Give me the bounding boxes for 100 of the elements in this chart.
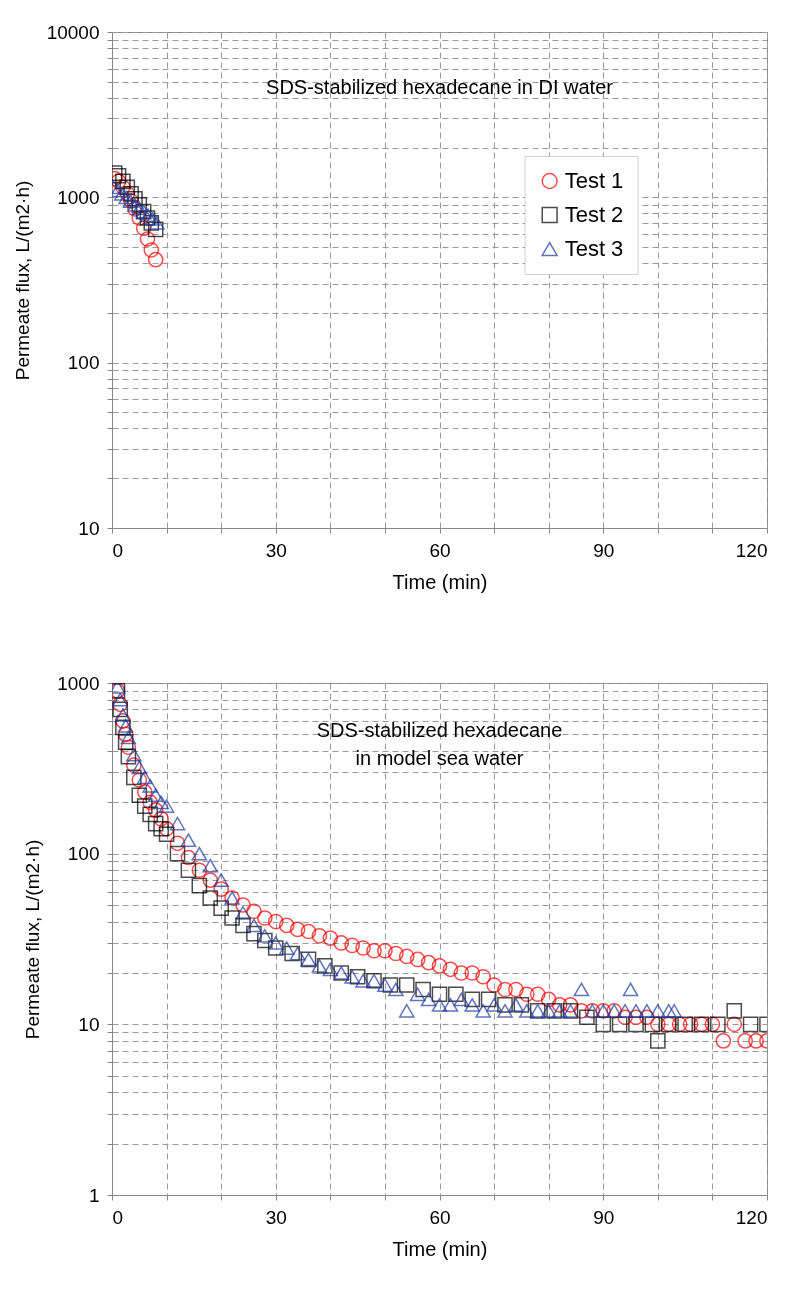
point — [144, 212, 161, 226]
point — [349, 968, 366, 985]
point — [475, 1003, 491, 1018]
point — [677, 1016, 693, 1033]
y-axis-title: Permeate flux, L/(m2·h) — [22, 839, 44, 1040]
point — [158, 826, 175, 843]
point — [666, 1003, 683, 1018]
point — [710, 1016, 726, 1033]
point — [639, 1003, 655, 1018]
point — [126, 769, 142, 786]
point — [622, 982, 639, 997]
point — [123, 186, 139, 202]
point — [497, 997, 513, 1013]
x-tick-label: 60 — [429, 1206, 451, 1228]
x-tick-label: 90 — [593, 539, 615, 561]
point — [118, 190, 135, 205]
point — [180, 862, 197, 879]
point — [377, 978, 393, 992]
point — [213, 873, 229, 887]
point — [143, 215, 160, 231]
point — [114, 186, 130, 201]
point — [126, 747, 142, 762]
point — [120, 748, 137, 765]
point — [497, 1003, 513, 1018]
y-tick-label: 100 — [67, 843, 100, 865]
y-tick-label: 100 — [67, 352, 100, 374]
point — [142, 778, 159, 793]
point — [143, 242, 160, 258]
point — [112, 167, 127, 184]
point — [120, 730, 137, 745]
point — [409, 987, 426, 1002]
point — [519, 1003, 535, 1018]
point — [486, 998, 502, 1012]
point — [464, 991, 481, 1008]
point — [169, 845, 186, 862]
point — [420, 992, 437, 1007]
point — [142, 806, 159, 823]
point — [284, 945, 300, 962]
point — [311, 959, 328, 973]
point — [153, 820, 169, 837]
x-tick-label: 30 — [265, 1206, 287, 1228]
point — [742, 1016, 759, 1033]
point — [415, 981, 431, 998]
point — [257, 928, 273, 943]
point — [267, 936, 284, 950]
point — [398, 977, 415, 993]
point — [257, 932, 273, 949]
point — [112, 701, 129, 718]
point — [726, 1003, 743, 1019]
legend-label: Test 1 — [564, 168, 624, 193]
point — [431, 998, 448, 1012]
point — [153, 795, 169, 810]
y-tick-label: 10 — [78, 517, 100, 539]
point — [246, 925, 262, 942]
y-tick-label: 10000 — [46, 21, 100, 43]
point — [235, 905, 251, 920]
point — [115, 708, 131, 722]
y-tick-label: 1000 — [57, 672, 100, 694]
point — [650, 1033, 666, 1049]
legend-label: Test 2 — [564, 202, 624, 227]
point — [317, 958, 333, 974]
point — [398, 1003, 415, 1018]
y-axis-title: Permeate flux, L/(m2·h) — [11, 180, 33, 381]
point — [131, 787, 148, 804]
point — [169, 816, 186, 831]
point — [147, 815, 164, 832]
legend-label: Test 3 — [564, 236, 624, 261]
y-tick-label: 10 — [78, 1013, 100, 1035]
point — [278, 941, 295, 955]
point — [246, 918, 262, 933]
point — [546, 1003, 562, 1019]
point — [180, 833, 197, 848]
point — [442, 998, 459, 1012]
point — [117, 734, 134, 751]
point — [344, 969, 360, 984]
point — [202, 858, 219, 873]
point — [147, 788, 164, 803]
point — [382, 977, 399, 993]
point — [650, 1003, 666, 1018]
point — [322, 962, 339, 977]
point — [355, 973, 371, 988]
x-tick-label: 60 — [429, 539, 451, 561]
point — [540, 1003, 557, 1018]
point — [213, 900, 229, 916]
point — [660, 1003, 677, 1018]
y-tick-label: 1 — [88, 1184, 100, 1206]
point — [202, 890, 219, 906]
point — [127, 190, 143, 207]
point — [148, 216, 165, 230]
point — [136, 770, 153, 785]
x-tick-label: 120 — [735, 1206, 768, 1228]
point — [480, 991, 497, 1008]
point — [431, 986, 448, 1003]
point — [267, 940, 284, 956]
point — [147, 221, 164, 238]
point — [158, 799, 175, 813]
text: SDS-stabilized hexadecane in DI water — [266, 76, 614, 98]
point — [551, 1003, 568, 1018]
point — [513, 997, 530, 1013]
x-tick-label: 0 — [112, 539, 124, 561]
